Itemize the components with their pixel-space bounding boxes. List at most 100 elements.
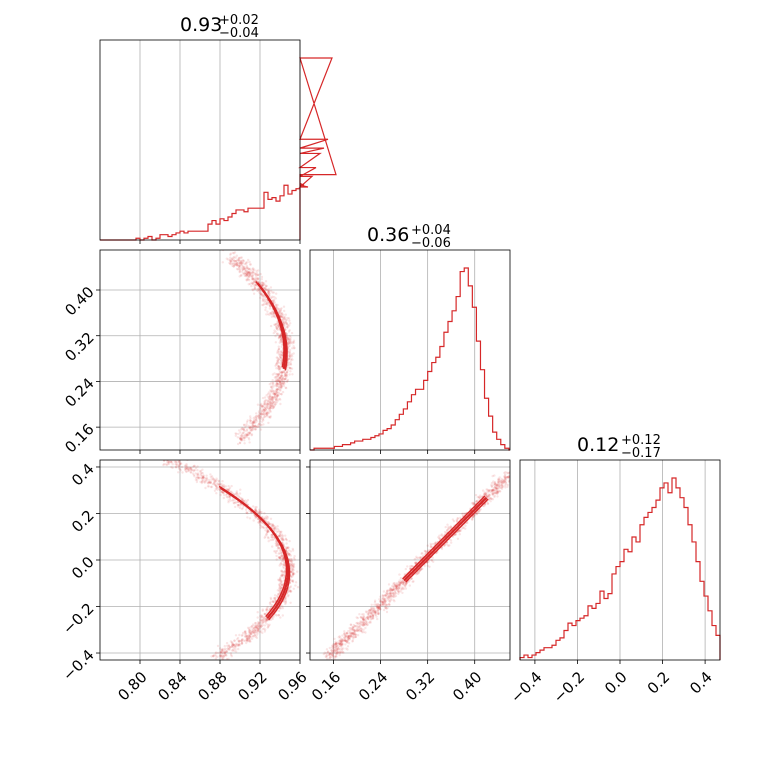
scatter-point [272, 391, 276, 395]
scatter-point [223, 654, 226, 658]
contour-line [403, 496, 488, 582]
scatter-point [349, 635, 353, 638]
scatter-point [278, 549, 282, 552]
scatter-point [277, 385, 280, 388]
scatter-point [273, 295, 276, 299]
scatter-point [499, 481, 502, 484]
scatter-point [261, 404, 264, 408]
scatter-point [389, 593, 392, 597]
scatter-point [346, 640, 349, 643]
scatter-point [409, 565, 412, 568]
scatter-point [496, 484, 499, 487]
scatter-point [475, 513, 479, 516]
scatter-point [275, 544, 278, 547]
scatter-point [278, 556, 281, 559]
scatter-point [267, 521, 270, 524]
scatter-point [236, 262, 239, 265]
scatter-point [339, 639, 342, 642]
scatter-point [212, 654, 215, 657]
scatter-point [338, 642, 341, 645]
scatter-point [236, 268, 240, 271]
scatter-point [351, 635, 355, 638]
scatter-point [361, 613, 364, 616]
scatter-point [335, 642, 338, 645]
scatter-point [271, 406, 274, 409]
scatter-point [258, 508, 261, 511]
scatter-point [181, 471, 184, 474]
scatter-point [271, 386, 274, 389]
scatter-point [247, 274, 250, 277]
scatter-point [426, 549, 430, 552]
scatter-point [506, 483, 510, 487]
scatter-point [400, 579, 403, 582]
scatter-point [251, 274, 254, 277]
scatter-point [177, 465, 181, 468]
scatter-point [263, 630, 266, 633]
scatter-point [500, 484, 504, 487]
scatter-point [269, 324, 273, 328]
scatter-point [255, 636, 259, 640]
scatter-point [277, 367, 281, 371]
scatter-point [276, 356, 279, 359]
scatter-point [267, 407, 271, 410]
scatter-point [271, 399, 274, 402]
scatter-point [283, 380, 286, 384]
scatter-point [291, 568, 294, 571]
scatter-point [339, 640, 343, 643]
scatter-point [214, 651, 218, 654]
scatter-point [408, 567, 412, 570]
scatter-point [286, 595, 290, 598]
scatter-point [461, 526, 465, 530]
scatter-point [498, 490, 501, 493]
scatter-point [339, 643, 343, 646]
scatter-point [375, 605, 379, 608]
scatter-point [269, 401, 272, 404]
scatter-point [279, 309, 282, 312]
scatter-point [279, 383, 282, 386]
scatter-point [279, 314, 282, 318]
scatter-point [258, 625, 261, 628]
scatter-point [334, 642, 337, 645]
scatter-point [253, 624, 256, 627]
scatter-point [251, 428, 254, 432]
scatter-point [261, 624, 264, 627]
scatter-point [492, 489, 495, 492]
scatter-point [473, 514, 476, 517]
scatter-point [289, 362, 292, 366]
scatter-point [462, 512, 465, 515]
scatter-point [248, 270, 251, 274]
scatter-point [201, 476, 205, 479]
scatter-point [199, 474, 202, 477]
scatter-point [234, 644, 237, 647]
scatter-point [277, 373, 280, 377]
scatter-point [418, 569, 422, 572]
scatter-point [264, 298, 267, 301]
scatter-point [275, 544, 278, 547]
title-param1-lower: −0.04 [219, 26, 259, 41]
scatter-point [494, 487, 498, 490]
scatter-point [493, 482, 497, 485]
scatter-point [512, 477, 514, 479]
scatter-point [335, 648, 339, 651]
scatter-point [350, 632, 353, 635]
scatter-point [263, 512, 266, 515]
scatter-point [340, 640, 344, 643]
scatter-point [281, 537, 284, 541]
scatter-point [254, 622, 257, 625]
scatter-point [389, 590, 393, 593]
scatter-point [164, 463, 168, 466]
scatter-point [289, 575, 293, 579]
scatter-point [291, 559, 294, 563]
scatter-point [333, 645, 336, 649]
scatter-point [276, 589, 279, 592]
scatter-point [240, 428, 243, 431]
scatter-point [256, 625, 259, 628]
scatter-point [216, 655, 219, 659]
scatter-point [505, 475, 509, 479]
scatter-point [260, 614, 264, 617]
scatter-point [231, 645, 234, 648]
scatter-point [237, 432, 240, 436]
scatter-point [188, 468, 191, 472]
scatter-point [362, 623, 365, 626]
scatter-point [268, 607, 271, 611]
